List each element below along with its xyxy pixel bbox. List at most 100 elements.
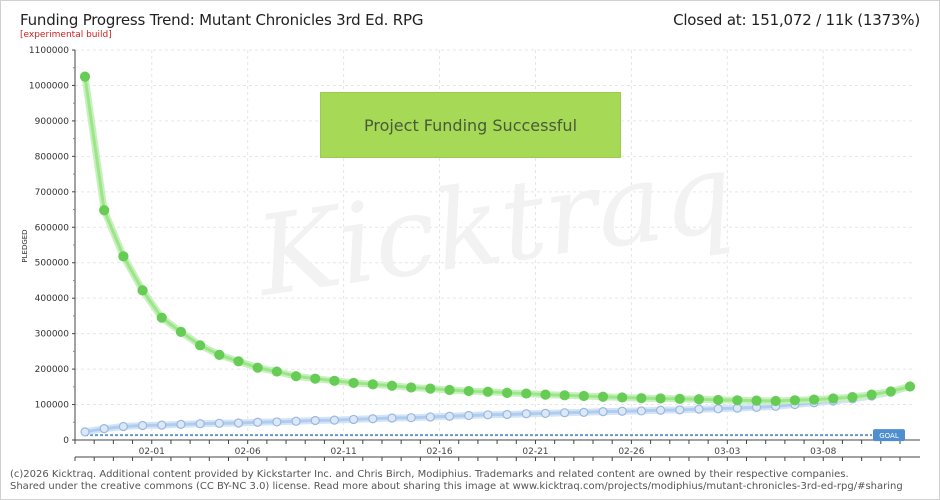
data-point — [847, 392, 858, 403]
data-point — [425, 412, 435, 422]
data-point — [137, 420, 148, 431]
y-axis-label: PLEDGED — [21, 229, 29, 262]
x-tick-label: 02-26 — [618, 447, 644, 457]
x-axis: 02-01 02-06 02-11 02-16 02-21 02-26 03-03 03-08 — [74, 440, 901, 461]
y-tick-label: 1100000 — [29, 46, 69, 56]
data-point — [464, 410, 474, 421]
data-point — [579, 407, 589, 417]
data-point — [272, 417, 282, 427]
y-axis: 0 100000 200000 300000 400000 500000 600000 700… — [29, 46, 75, 446]
data-point — [732, 395, 743, 406]
data-point — [252, 362, 263, 373]
data-point — [310, 373, 321, 384]
data-point — [540, 408, 551, 419]
y-tick-label: 600000 — [35, 223, 70, 233]
data-point — [406, 382, 417, 393]
y-tick-label: 100000 — [35, 401, 70, 411]
banner-text: Project Funding Successful — [363, 115, 578, 135]
data-point — [290, 371, 302, 382]
y-tick-label: 800000 — [35, 152, 70, 162]
data-point — [368, 414, 378, 424]
data-point — [176, 419, 186, 429]
data-point — [885, 386, 896, 397]
y-tick-label: 1000000 — [29, 81, 69, 91]
x-tick-label: 02-21 — [522, 447, 548, 457]
data-point — [501, 387, 513, 398]
x-tick-label: 02-11 — [331, 447, 357, 457]
data-point — [444, 411, 455, 421]
data-point — [349, 414, 359, 425]
data-point — [808, 394, 820, 405]
data-point — [713, 404, 723, 414]
data-point — [195, 419, 205, 429]
data-point — [675, 405, 685, 415]
data-point — [425, 383, 436, 394]
data-point — [271, 366, 282, 377]
x-tick-label: 03-03 — [714, 447, 740, 457]
data-point — [578, 390, 589, 402]
x-tick-label: 02-01 — [139, 447, 165, 457]
data-point — [693, 394, 705, 405]
data-point — [482, 386, 494, 397]
funding-success-banner: Project Funding Successful — [320, 92, 621, 158]
data-point — [598, 407, 608, 417]
data-point — [521, 409, 531, 419]
data-point — [444, 384, 455, 396]
data-point — [118, 251, 129, 262]
data-point — [387, 413, 397, 423]
data-point — [156, 312, 167, 323]
data-point — [694, 404, 704, 414]
data-point — [636, 406, 646, 416]
data-point — [233, 356, 244, 367]
data-point — [636, 393, 647, 404]
page-title: Funding Progress Trend: Mutant Chronicle… — [20, 11, 424, 29]
series-group — [79, 71, 916, 437]
data-point — [157, 420, 167, 430]
goal-label: GOAL — [879, 432, 899, 440]
footer-copyright: (c)2026 Kicktraq. Additional content pro… — [10, 469, 849, 480]
data-point — [674, 393, 685, 404]
data-point — [214, 418, 224, 428]
data-point — [329, 415, 340, 425]
data-point — [713, 394, 724, 406]
y-tick-label: 700000 — [35, 188, 70, 198]
data-point — [291, 416, 301, 426]
data-point — [463, 385, 474, 397]
closed-status: Closed at: 151,072 / 11k (1373%) — [673, 11, 920, 29]
data-point — [617, 392, 628, 403]
data-point — [866, 389, 877, 400]
data-point — [597, 391, 609, 402]
data-point — [99, 205, 110, 216]
data-point — [118, 421, 128, 432]
data-point — [348, 377, 359, 389]
y-tick-label: 300000 — [35, 330, 70, 340]
data-point — [559, 390, 570, 401]
x-tick-label: 03-08 — [810, 447, 836, 457]
data-point — [617, 406, 627, 416]
data-point — [329, 375, 340, 386]
data-point — [560, 408, 570, 418]
data-point — [521, 388, 532, 399]
y-tick-label: 200000 — [35, 365, 70, 375]
data-point — [751, 395, 762, 406]
data-point — [99, 424, 109, 434]
data-point — [540, 389, 551, 400]
data-point — [195, 340, 206, 351]
experimental-badge: [experimental build] — [20, 30, 112, 40]
data-point — [655, 405, 666, 415]
data-point — [79, 71, 91, 82]
data-point — [655, 393, 666, 404]
data-point — [502, 409, 512, 420]
data-point — [386, 380, 398, 391]
data-point — [367, 379, 378, 390]
x-tick-label: 02-16 — [426, 447, 452, 457]
x-tick-label: 02-06 — [235, 447, 261, 457]
data-point — [253, 417, 263, 427]
data-point — [80, 427, 90, 437]
y-tick-label: 0 — [63, 436, 69, 446]
data-point — [770, 395, 781, 407]
data-point — [214, 349, 225, 361]
y-tick-label: 500000 — [35, 259, 70, 269]
data-point — [828, 393, 839, 404]
